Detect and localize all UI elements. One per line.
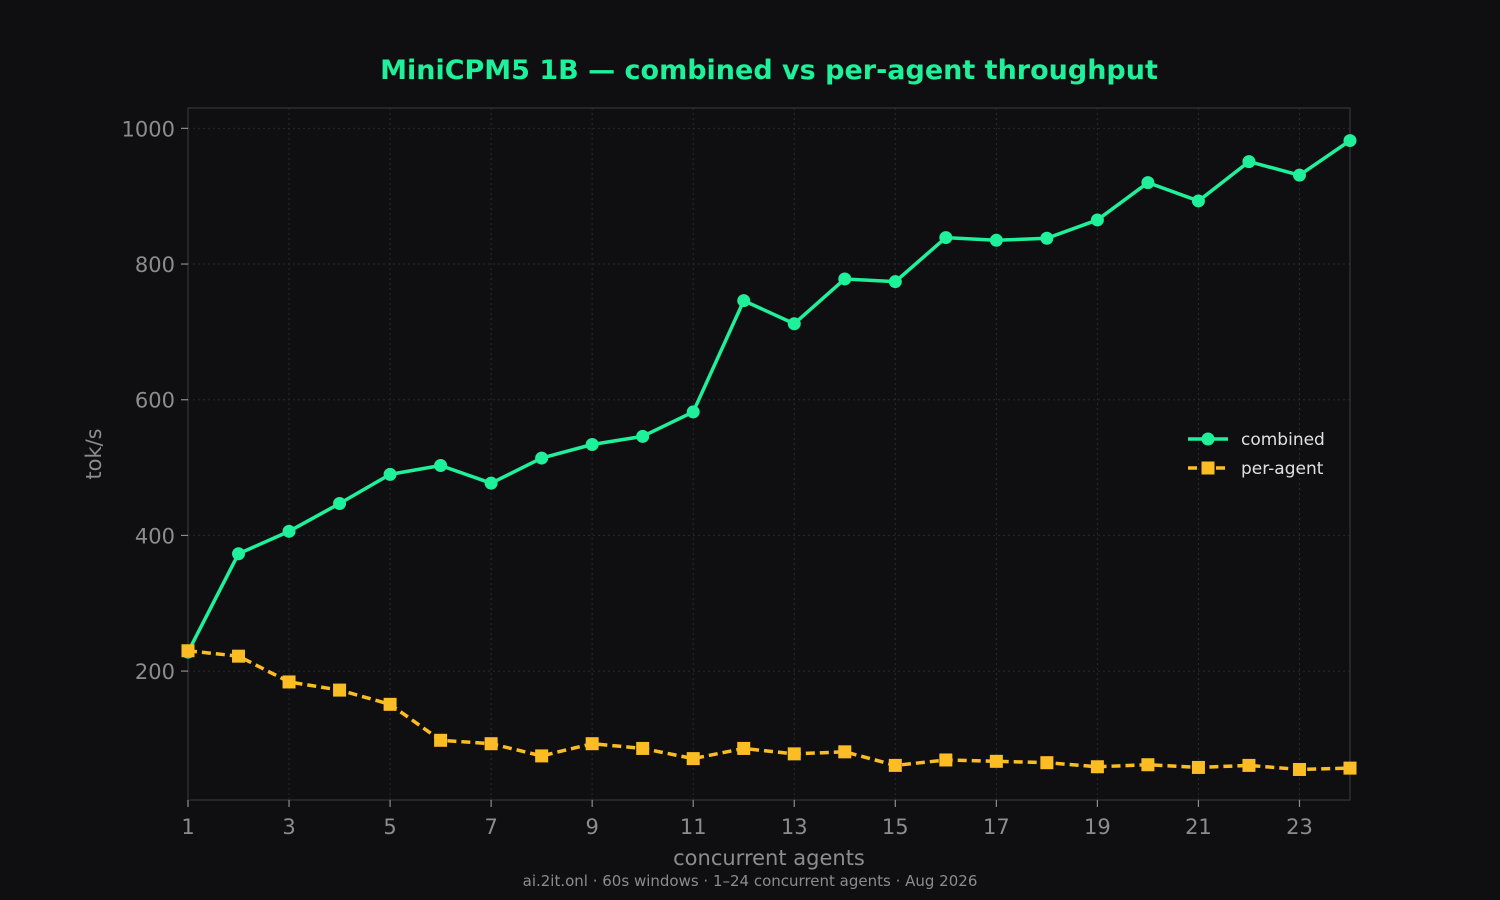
x-tick-label: 1: [181, 815, 194, 839]
combined-point: [434, 459, 448, 473]
combined-point: [1292, 168, 1306, 182]
x-tick-label: 3: [282, 815, 295, 839]
plot-frame: [187, 107, 1351, 801]
combined-point: [232, 547, 246, 561]
combined-point: [686, 405, 700, 419]
x-tick-label: 17: [983, 815, 1010, 839]
chart-title: MiniCPM5 1B — combined vs per-agent thro…: [380, 55, 1158, 86]
legend-combined-label: combined: [1241, 430, 1325, 450]
combined-point: [1040, 231, 1054, 245]
per-agent-point: [1242, 758, 1256, 772]
per-agent-point: [232, 649, 246, 663]
grid-layer: [187, 108, 1350, 800]
combined-point: [585, 438, 599, 452]
combined-point: [535, 451, 549, 465]
x-tick-label: 5: [383, 815, 396, 839]
per-agent-point: [181, 644, 195, 658]
y-tick-label: 800: [135, 253, 175, 277]
y-axis-label: tok/s: [82, 428, 106, 479]
combined-point: [383, 467, 397, 481]
x-tick-label: 9: [585, 815, 598, 839]
y-tick-label: 1000: [122, 117, 175, 141]
per-agent-point: [737, 741, 751, 755]
per-agent-point: [484, 737, 498, 751]
legend: combined per-agent: [1188, 430, 1325, 479]
combined-point: [484, 476, 498, 490]
per-agent-point: [939, 753, 953, 767]
combined-point: [1343, 134, 1357, 148]
x-tick-label: 15: [882, 815, 909, 839]
series-layer: [181, 134, 1357, 776]
x-tick-label: 21: [1185, 815, 1212, 839]
combined-point: [838, 272, 852, 286]
per-agent-point: [838, 745, 852, 759]
combined-point: [333, 497, 347, 511]
per-agent-point: [333, 683, 347, 697]
combined-line: [186, 139, 1351, 653]
per-agent-point: [1343, 761, 1357, 775]
per-agent-point: [1040, 756, 1054, 770]
per-agent-point: [989, 754, 1003, 768]
per-agent-point: [1191, 760, 1205, 774]
combined-point: [888, 275, 902, 289]
per-agent-point: [1292, 762, 1306, 776]
per-agent-point: [282, 675, 296, 689]
combined-point: [787, 317, 801, 331]
legend-per-agent-label: per-agent: [1241, 459, 1324, 479]
per-agent-point: [636, 741, 650, 755]
per-agent-line: [187, 649, 1351, 772]
per-agent-point: [787, 747, 801, 761]
per-agent-point: [383, 697, 397, 711]
series-per-agent: [181, 644, 1357, 776]
per-agent-point: [1090, 760, 1104, 774]
y-tick-label: 200: [135, 660, 175, 684]
combined-point: [1191, 194, 1205, 208]
series-combined: [181, 134, 1357, 659]
per-agent-point: [434, 733, 448, 747]
legend-combined-marker: [1201, 432, 1215, 446]
y-tick-label: 400: [135, 524, 175, 548]
footer-note: ai.2it.onl · 60s windows · 1–24 concurre…: [523, 872, 978, 890]
per-agent-point: [888, 758, 902, 772]
per-agent-point: [535, 749, 549, 763]
y-tick-label: 600: [135, 389, 175, 413]
combined-point: [636, 429, 650, 443]
x-tick-label: 13: [781, 815, 808, 839]
x-tick-label: 11: [680, 815, 707, 839]
combined-point: [939, 231, 953, 245]
combined-point: [1141, 176, 1155, 190]
per-agent-point: [686, 752, 700, 766]
combined-point: [282, 524, 296, 538]
x-tick-label: 19: [1084, 815, 1111, 839]
combined-point: [1090, 213, 1104, 227]
legend-per-agent-marker: [1201, 461, 1215, 475]
x-tick-label: 7: [484, 815, 497, 839]
x-tick-label: 23: [1286, 815, 1313, 839]
combined-point: [1242, 155, 1256, 169]
combined-point: [737, 294, 751, 308]
per-agent-point: [585, 737, 599, 751]
combined-point: [989, 233, 1003, 247]
per-agent-point: [1141, 758, 1155, 772]
x-axis-label: concurrent agents: [673, 846, 865, 870]
